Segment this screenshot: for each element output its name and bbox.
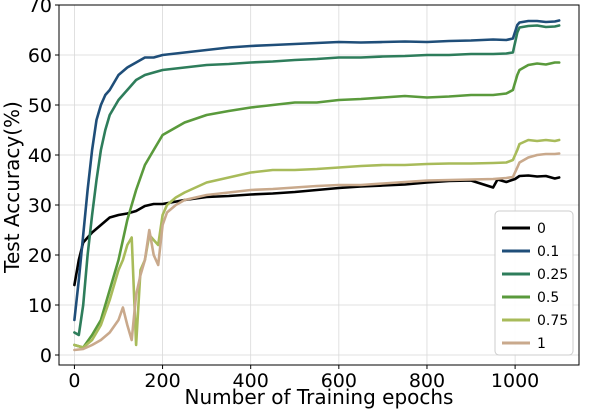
series-line-0.75 xyxy=(73,138,561,349)
plot-frame xyxy=(58,4,580,366)
y-axis-label: Test Accuracy(%) xyxy=(0,101,24,274)
y-tick-label: 50 xyxy=(28,95,52,117)
y-tick-labels: 0 10 20 30 40 50 60 70 xyxy=(28,0,59,367)
y-tick-label: 70 xyxy=(28,0,52,17)
legend-box xyxy=(494,210,574,356)
x-axis-label: Number of Training epochs xyxy=(185,385,454,409)
series-line-1 xyxy=(73,152,561,352)
legend-label: 0.25 xyxy=(537,267,568,283)
x-tick-label: 600 xyxy=(321,370,357,392)
legend-label: 0.1 xyxy=(537,244,559,260)
x-tick-label: 1000 xyxy=(491,370,539,392)
x-tick-label: 0 xyxy=(68,370,80,392)
legend: 0 0.1 0.25 0.5 0.75 1 xyxy=(494,210,574,356)
y-tick-label: 10 xyxy=(28,295,52,317)
y-tick-label: 20 xyxy=(28,245,52,267)
series-line-0.1 xyxy=(73,19,561,322)
series-line-0.25 xyxy=(73,24,561,337)
y-tick-label: 60 xyxy=(28,45,52,67)
series-line-0 xyxy=(73,174,561,287)
y-tick-label: 30 xyxy=(28,195,52,217)
series-lines xyxy=(73,19,561,352)
y-tick-label: 40 xyxy=(28,145,52,167)
x-tick-labels: 0 200 400 600 800 1000 xyxy=(68,365,539,392)
series-line-0.5 xyxy=(73,61,561,349)
legend-label: 0 xyxy=(537,221,546,237)
x-tick-label: 800 xyxy=(409,370,445,392)
legend-label: 0.75 xyxy=(537,313,568,329)
legend-label: 0.5 xyxy=(537,290,559,306)
y-tick-label: 0 xyxy=(40,345,52,367)
x-tick-label: 200 xyxy=(144,370,180,392)
x-tick-label: 400 xyxy=(233,370,269,392)
legend-label: 1 xyxy=(537,336,546,352)
